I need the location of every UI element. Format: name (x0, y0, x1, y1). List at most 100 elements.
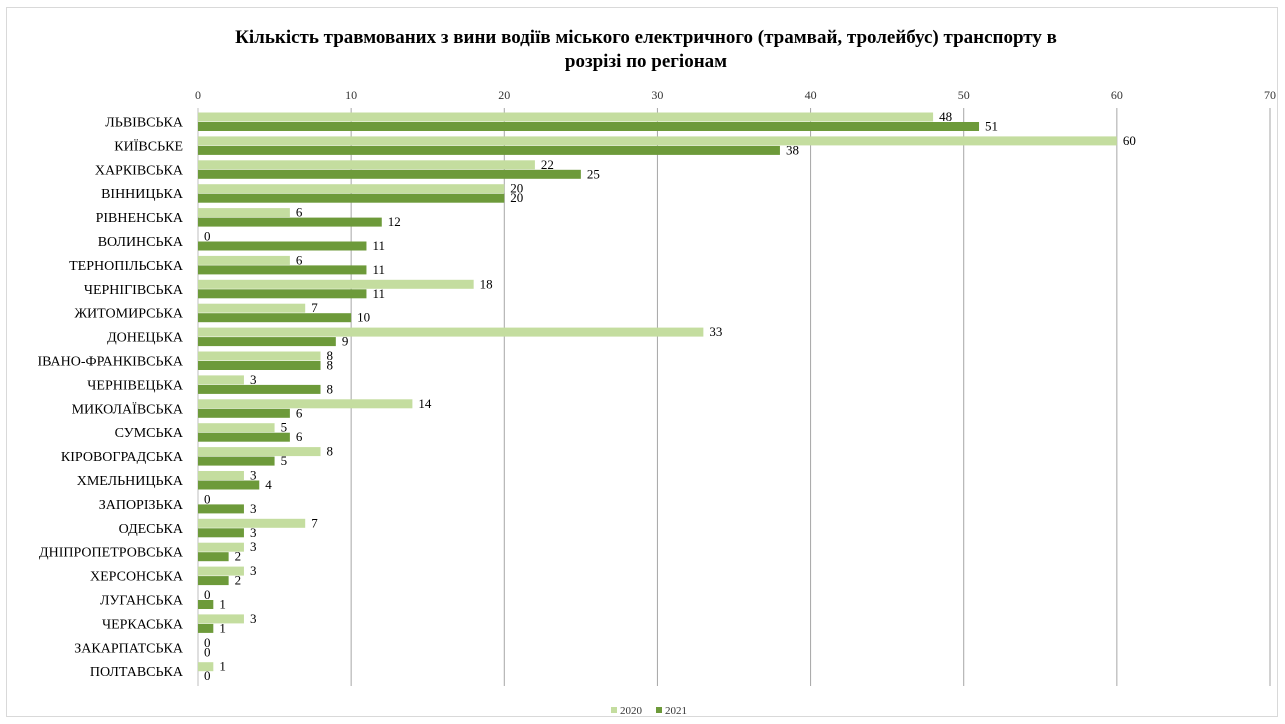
x-tick-label-30: 30 (651, 88, 663, 102)
data-label-2020: 7 (311, 300, 318, 315)
bar-2021 (198, 169, 581, 179)
bar-2021 (198, 241, 367, 251)
category-label: ЗАКАРПАТСЬКА (74, 641, 184, 656)
x-tick-label-10: 10 (345, 88, 357, 102)
data-label-2020: 3 (250, 468, 257, 483)
category-label: ТЕРНОПІЛЬСЬКА (69, 259, 184, 274)
bar-2021 (198, 432, 290, 442)
bar-2021 (198, 313, 352, 323)
bar-2021 (198, 623, 214, 633)
bar-2021 (198, 384, 321, 394)
category-label: КИЇВСЬКЕ (114, 137, 183, 154)
data-label-2021: 12 (388, 214, 401, 229)
bar-2020 (198, 566, 244, 576)
x-tick-label-60: 60 (1111, 88, 1123, 102)
category-label: СУМСЬКА (115, 426, 184, 441)
bar-2021 (198, 456, 275, 466)
bar-2021 (198, 193, 505, 203)
bar-2021 (198, 552, 229, 562)
data-labels: 4851603822252020612011611181171033988381… (204, 109, 1136, 683)
bar-2020 (198, 423, 275, 433)
bar-2020 (198, 112, 934, 122)
data-label-2021: 20 (510, 190, 523, 205)
legend-label-2021: 2021 (665, 705, 687, 717)
data-label-2020: 6 (296, 205, 303, 220)
data-label-2021: 0 (204, 668, 211, 683)
bar-2021 (198, 504, 244, 514)
bar-2020 (198, 375, 244, 385)
data-label-2020: 33 (709, 324, 722, 339)
bar-2020 (198, 303, 306, 313)
category-label: ЛЬВІВСЬКА (105, 116, 184, 131)
bar-2020 (198, 351, 321, 361)
data-label-2021: 0 (204, 644, 211, 659)
bar-2021 (198, 145, 780, 155)
category-label: ЧЕРКАСЬКА (102, 617, 184, 632)
category-label: ВОЛИНСЬКА (98, 235, 184, 250)
data-label-2021: 8 (327, 358, 334, 373)
x-tick-label-70: 70 (1264, 88, 1276, 102)
bar-2021 (198, 337, 336, 347)
chart-title-line-2: розрізі по регіонам (565, 51, 727, 72)
bar-2020 (198, 399, 413, 409)
data-label-2021: 51 (985, 119, 998, 134)
legend-swatch-2020 (611, 707, 617, 713)
data-label-2021: 2 (235, 573, 242, 588)
category-label: ЖИТОМИРСЬКА (75, 307, 184, 322)
bar-2020 (198, 255, 290, 265)
category-label: ВІННИЦЬКА (101, 187, 184, 202)
category-label: ХМЕЛЬНИЦЬКА (77, 474, 184, 489)
data-label-2021: 6 (296, 429, 303, 444)
bar-2021 (198, 265, 367, 275)
data-label-2020: 18 (480, 276, 493, 291)
legend: 2020 2021 (611, 705, 687, 717)
data-label-2020: 0 (204, 491, 211, 506)
bar-2020 (198, 614, 244, 624)
category-label: ЧЕРНІГІВСЬКА (84, 283, 184, 298)
bar-2021 (198, 600, 214, 609)
data-label-2021: 6 (296, 405, 303, 420)
data-label-2021: 2 (235, 549, 242, 564)
bar-2021 (198, 361, 321, 370)
data-label-2020: 48 (939, 109, 952, 124)
data-label-2021: 38 (786, 142, 799, 157)
category-label: ХЕРСОНСЬКА (90, 570, 184, 585)
legend-label-2020: 2020 (620, 705, 643, 717)
category-label: ДОНЕЦЬКА (107, 331, 184, 346)
bar-2020 (198, 208, 290, 218)
x-tick-label-40: 40 (805, 88, 817, 102)
data-label-2020: 22 (541, 157, 554, 172)
data-label-2021: 1 (219, 597, 226, 612)
data-label-2020: 0 (204, 635, 211, 650)
data-label-2020: 8 (327, 348, 334, 363)
category-label: КІРОВОГРАДСЬКА (61, 450, 184, 465)
bar-2021 (198, 576, 229, 586)
data-label-2020: 0 (204, 229, 211, 244)
bar-2020 (198, 136, 1117, 146)
bar-2020 (198, 327, 704, 337)
bar-2020 (198, 518, 306, 528)
data-label-2020: 6 (296, 252, 303, 267)
bar-2021 (198, 528, 244, 538)
data-label-2020: 1 (219, 659, 226, 674)
category-label: ОДЕСЬКА (119, 522, 184, 537)
category-label: ЧЕРНІВЕЦЬКА (87, 378, 184, 393)
data-label-2021: 1 (219, 620, 226, 635)
gridlines (197, 108, 1271, 686)
x-tick-label-20: 20 (498, 88, 510, 102)
legend-swatch-2021 (656, 707, 662, 713)
data-label-2020: 3 (250, 372, 257, 387)
category-label: ДНІПРОПЕТРОВСЬКА (39, 546, 184, 561)
data-label-2021: 8 (327, 381, 334, 396)
bar-2020 (198, 184, 505, 194)
x-tick-label-50: 50 (958, 88, 970, 102)
chart-title-line-1: Кількість травмованих з вини водіїв місь… (235, 27, 1057, 48)
bar-2020 (198, 160, 535, 170)
category-label: ПОЛТАВСЬКА (90, 665, 184, 680)
data-label-2020: 3 (250, 563, 257, 578)
category-label: РІВНЕНСЬКА (96, 211, 184, 226)
bar-2020 (198, 662, 214, 672)
bar-2020 (198, 279, 474, 289)
category-label: ІВАНО-ФРАНКІВСЬКА (37, 355, 183, 370)
